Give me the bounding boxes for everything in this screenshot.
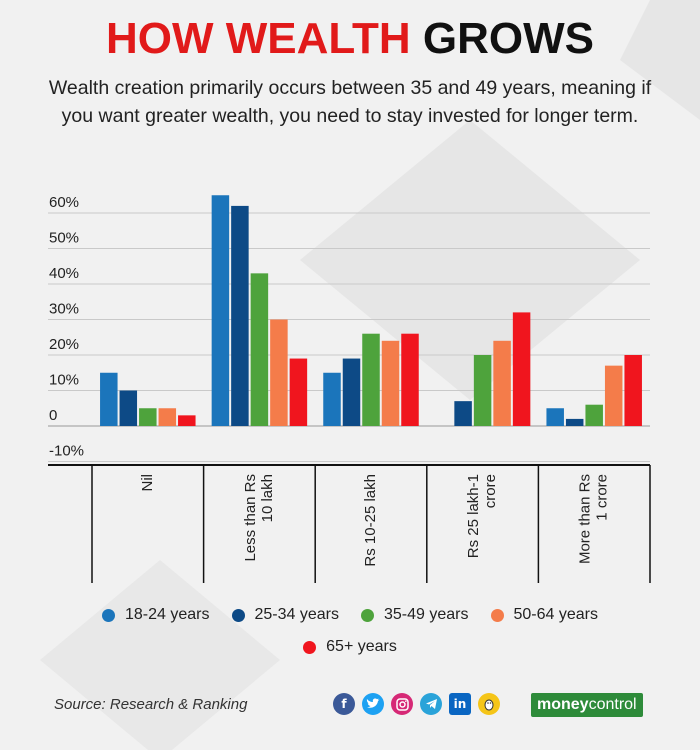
koo-icon[interactable]	[478, 693, 500, 715]
x-tick-label: Nil	[139, 474, 156, 492]
y-tick-label: 60%	[49, 194, 79, 211]
y-tick-label: 50%	[49, 230, 79, 247]
y-tick-label: 40%	[49, 265, 79, 282]
bar	[342, 358, 361, 426]
bar	[604, 365, 623, 426]
brand-money: money	[537, 696, 589, 713]
bar	[565, 418, 584, 426]
legend-swatch	[231, 608, 245, 622]
y-tick-label: 30%	[49, 301, 79, 318]
legend-label: 65+ years	[326, 638, 397, 655]
x-tick-label: crore	[482, 474, 499, 508]
bar	[231, 205, 249, 426]
bar	[362, 333, 380, 426]
bar	[250, 273, 269, 426]
source-note: Source: Research & Ranking	[54, 696, 248, 713]
bar	[211, 195, 230, 426]
y-tick-label: -10%	[49, 443, 84, 460]
social-icons: f in	[333, 693, 500, 715]
bar	[401, 333, 419, 426]
title-red-part: HOW WEALTH	[105, 14, 411, 63]
x-tick-label: 10 lakh	[259, 474, 276, 522]
legend-label: 50-64 years	[513, 606, 599, 623]
title-black-part: GROWS	[422, 14, 594, 63]
facebook-icon[interactable]: f	[333, 693, 355, 715]
legend-label: 35-49 years	[384, 606, 469, 623]
bar	[178, 415, 196, 426]
legend-item: 35-49 years	[361, 606, 469, 624]
twitter-icon[interactable]	[362, 693, 384, 715]
bar	[270, 319, 288, 426]
x-tick-label: Less than Rs	[242, 474, 259, 562]
legend: 18-24 years 25-34 years 35-49 years 50-64 y…	[0, 606, 700, 670]
instagram-icon[interactable]	[391, 693, 413, 715]
telegram-icon[interactable]	[420, 693, 442, 715]
x-tick-label: More than Rs	[577, 474, 594, 564]
bar	[158, 408, 177, 426]
chart-subtitle: Wealth creation primarily occurs between…	[48, 77, 652, 127]
x-tick-label: Rs 10-25 lakh	[362, 474, 379, 567]
bar	[585, 404, 603, 426]
brand-control: control	[588, 696, 637, 713]
chart-title: HOW WEALTH GROWS	[0, 14, 700, 64]
y-tick-label: 10%	[49, 372, 79, 389]
bar	[454, 401, 472, 426]
legend-swatch	[361, 608, 374, 622]
bar	[289, 358, 308, 426]
legend-item: 50-64 years	[490, 606, 599, 624]
bar	[323, 372, 341, 426]
bar	[493, 340, 511, 426]
legend-label: 25-34 years	[254, 606, 340, 623]
bar	[100, 372, 118, 426]
bar	[624, 355, 642, 426]
legend-row: 65+ years	[0, 638, 700, 656]
bar	[381, 340, 400, 426]
bar	[119, 390, 138, 426]
y-tick-label: 0	[49, 407, 57, 424]
bar	[512, 312, 531, 426]
linkedin-icon[interactable]: in	[449, 693, 471, 715]
bar	[473, 355, 492, 426]
legend-item: 18-24 years	[102, 606, 210, 624]
legend-swatch	[490, 608, 504, 622]
x-tick-label: Rs 25 lakh-1	[465, 474, 482, 558]
legend-row: 18-24 years 25-34 years 35-49 years 50-64 y…	[0, 606, 700, 624]
moneycontrol-logo: money control	[531, 693, 643, 717]
y-tick-label: 20%	[49, 336, 79, 353]
legend-item: 25-34 years	[231, 606, 340, 624]
bar-chart: 60% 50% 40% 30% 20% 10% 0 -10% Nil Less than Rs 10…	[48, 194, 651, 583]
bar	[139, 408, 157, 426]
x-tick-label: 1 crore	[594, 474, 611, 521]
legend-label: 18-24 years	[125, 606, 210, 623]
legend-swatch	[303, 640, 317, 654]
legend-item: 65+ years	[303, 638, 397, 656]
legend-swatch	[102, 608, 115, 622]
bar	[546, 408, 564, 426]
